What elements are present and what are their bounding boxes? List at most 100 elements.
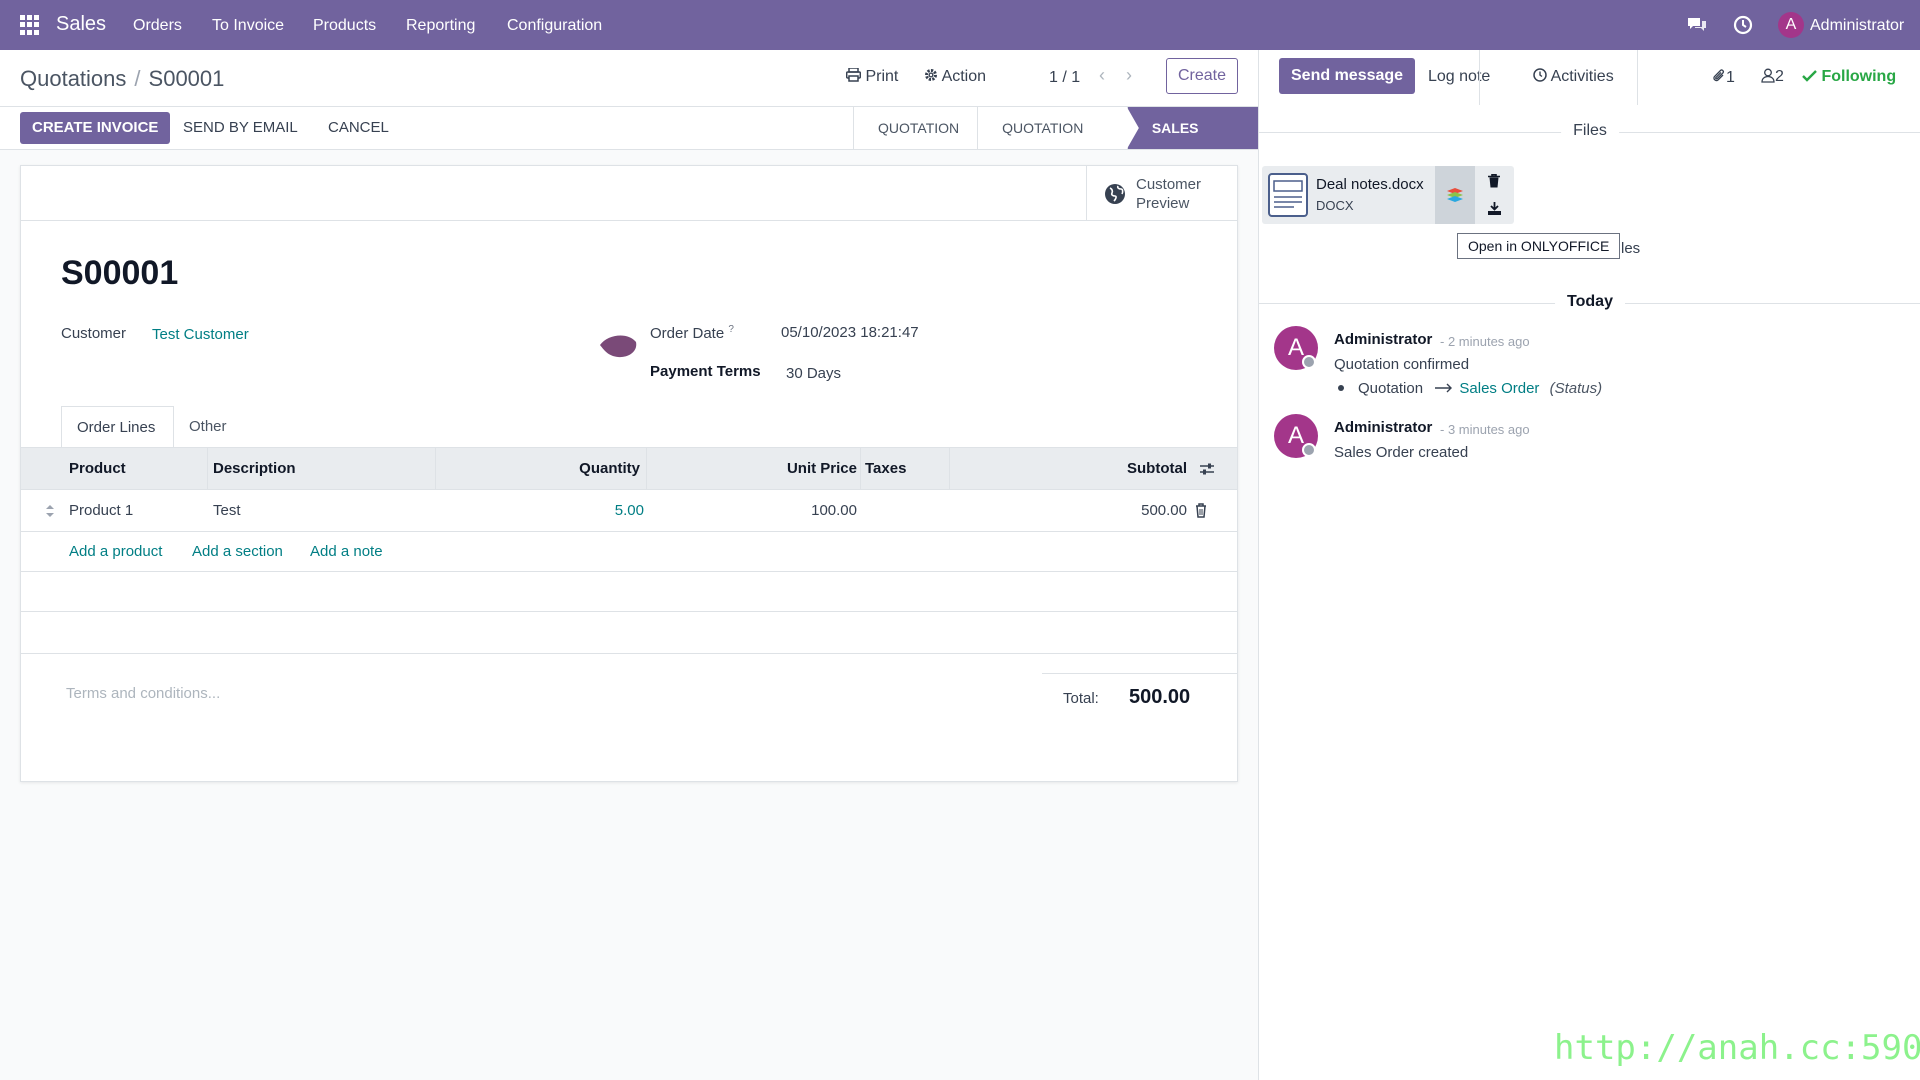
line-unit-price[interactable]: 100.00 (811, 502, 857, 519)
tab-order-lines[interactable]: Order Lines (61, 406, 174, 448)
total-value: 500.00 (1129, 686, 1191, 708)
table-row[interactable]: Product 1 Test 5.00 100.00 500.00 (21, 490, 1237, 532)
column-separator (646, 448, 647, 490)
add-section-link[interactable]: Add a section (192, 543, 283, 560)
following-button[interactable]: Following (1802, 68, 1896, 86)
chatter-separator (1637, 50, 1638, 105)
pager-previous-icon[interactable]: ‹ (1099, 65, 1105, 85)
status-quotation[interactable]: QUOTATION (853, 107, 978, 149)
line-quantity[interactable]: 5.00 (614, 502, 644, 519)
message-avatar[interactable]: A (1274, 414, 1318, 458)
user-menu[interactable]: Administrator (1810, 17, 1905, 34)
total-separator (1042, 673, 1237, 674)
chatter-separator (1479, 50, 1480, 105)
breadcrumb-quotations[interactable]: Quotations (20, 66, 127, 91)
printer-icon (845, 67, 862, 82)
bullet (1338, 385, 1344, 391)
customer-preview-line2: Preview (1136, 195, 1190, 212)
chatter-topbar: Send message Log note Activities 1 2 (1259, 50, 1920, 105)
onlyoffice-tooltip: Open in ONLYOFFICE (1457, 233, 1621, 259)
log-note-button[interactable]: Log note (1428, 68, 1491, 85)
status-quotation-sent[interactable]: QUOTATION SENT (977, 107, 1127, 178)
print-button[interactable]: Print (845, 67, 898, 86)
message-author[interactable]: Administrator (1334, 419, 1433, 436)
attachment-card[interactable]: Deal notes.docx DOCX (1262, 166, 1514, 224)
create-button[interactable]: Create (1166, 58, 1238, 94)
attachments-count-button[interactable]: 1 (1712, 68, 1735, 87)
customer-label: Customer (61, 325, 127, 342)
cancel-button[interactable]: CANCEL (328, 119, 389, 136)
activities-button[interactable]: Activities (1533, 68, 1614, 86)
gear-icon (925, 69, 937, 81)
pager-next-icon[interactable]: › (1126, 65, 1132, 85)
col-unit-price[interactable]: Unit Price (786, 460, 857, 477)
discuss-icon[interactable] (1686, 14, 1708, 36)
empty-row (21, 572, 1237, 612)
add-links: Add a product Add a section Add a note (69, 543, 469, 563)
customer-field[interactable]: Test Customer (152, 326, 249, 343)
menu-products[interactable]: Products (313, 17, 377, 34)
check-icon (1802, 70, 1817, 82)
line-subtotal: 500.00 (1141, 502, 1187, 519)
message-time: - 2 minutes ago (1440, 334, 1530, 349)
order-date-label-text: Order Date (650, 325, 725, 342)
clock-icon (1533, 68, 1547, 82)
message-time: - 3 minutes ago (1440, 422, 1530, 437)
attachment-type: DOCX (1316, 198, 1354, 213)
followers-count: 2 (1775, 68, 1784, 85)
customer-preview-line1: Customer (1136, 176, 1202, 193)
paperclip-icon (1713, 69, 1724, 82)
message-author[interactable]: Administrator (1334, 331, 1433, 348)
app-name[interactable]: Sales (56, 13, 107, 35)
pager-value[interactable]: 1 / 1 (1049, 69, 1081, 86)
activities-label: Activities (1550, 68, 1614, 85)
add-product-link[interactable]: Add a product (69, 543, 163, 560)
menu-orders[interactable]: Orders (133, 17, 182, 34)
tracking-value: Quotation Sales Order (Status) (1334, 380, 1602, 397)
watermark: http://anah.cc:5900 (1554, 1028, 1920, 1068)
create-invoice-button[interactable]: CREATE INVOICE (20, 112, 171, 144)
drag-handle-icon[interactable] (45, 504, 55, 518)
menu-reporting[interactable]: Reporting (406, 17, 476, 34)
download-icon[interactable] (1488, 202, 1501, 215)
status-sales-order[interactable]: SALES ORDER (1126, 107, 1258, 149)
delete-line-icon[interactable] (1195, 503, 1207, 518)
activity-clock-icon[interactable] (1732, 14, 1754, 36)
tracking-new-value: Sales Order (1459, 380, 1540, 397)
add-note-link[interactable]: Add a note (310, 543, 383, 560)
order-date-field[interactable]: 05/10/2023 18:21:47 (781, 324, 919, 341)
column-separator (949, 448, 950, 490)
followers-count-button[interactable]: 2 (1761, 68, 1784, 86)
trash-icon[interactable] (1488, 174, 1500, 188)
files-obscured-text: les (1621, 240, 1641, 257)
col-taxes[interactable]: Taxes (865, 460, 907, 477)
apps-menu-icon[interactable] (20, 15, 40, 35)
today-title: Today (1555, 293, 1625, 311)
payment-terms-label: Payment Terms (650, 363, 761, 380)
presence-dot (1302, 355, 1316, 369)
optional-columns-icon[interactable] (1199, 462, 1215, 476)
tab-other-info[interactable]: Other Info (189, 418, 227, 477)
terms-and-conditions-field[interactable]: Terms and conditions... (66, 685, 221, 702)
line-product[interactable]: Product 1 (69, 502, 134, 519)
payment-terms-field[interactable]: 30 Days (786, 365, 842, 382)
customer-preview-button[interactable]: Customer Preview (1086, 166, 1237, 221)
document-file-icon (1268, 173, 1308, 217)
order-date-help-icon[interactable]: ? (728, 324, 734, 335)
col-description[interactable]: Description (213, 460, 296, 477)
menu-to-invoice[interactable]: To Invoice (212, 17, 285, 34)
line-description[interactable]: Test (213, 502, 241, 519)
message-body: Quotation confirmed (1334, 356, 1470, 373)
action-button[interactable]: Action (924, 68, 986, 86)
send-by-email-button[interactable]: SEND BY EMAIL (183, 119, 298, 136)
mouse-cursor-icon (600, 335, 637, 358)
open-in-onlyoffice-button[interactable] (1435, 166, 1475, 224)
send-message-button[interactable]: Send message (1279, 58, 1416, 94)
col-product[interactable]: Product (69, 460, 126, 477)
statusbar: QUOTATION QUOTATION SENT SALES ORDER (853, 107, 1258, 178)
control-divider (0, 106, 1258, 107)
col-subtotal[interactable]: Subtotal (1127, 460, 1187, 477)
menu-configuration[interactable]: Configuration (507, 17, 603, 34)
user-avatar[interactable]: A (1778, 12, 1804, 38)
col-quantity[interactable]: Quantity (579, 460, 640, 477)
